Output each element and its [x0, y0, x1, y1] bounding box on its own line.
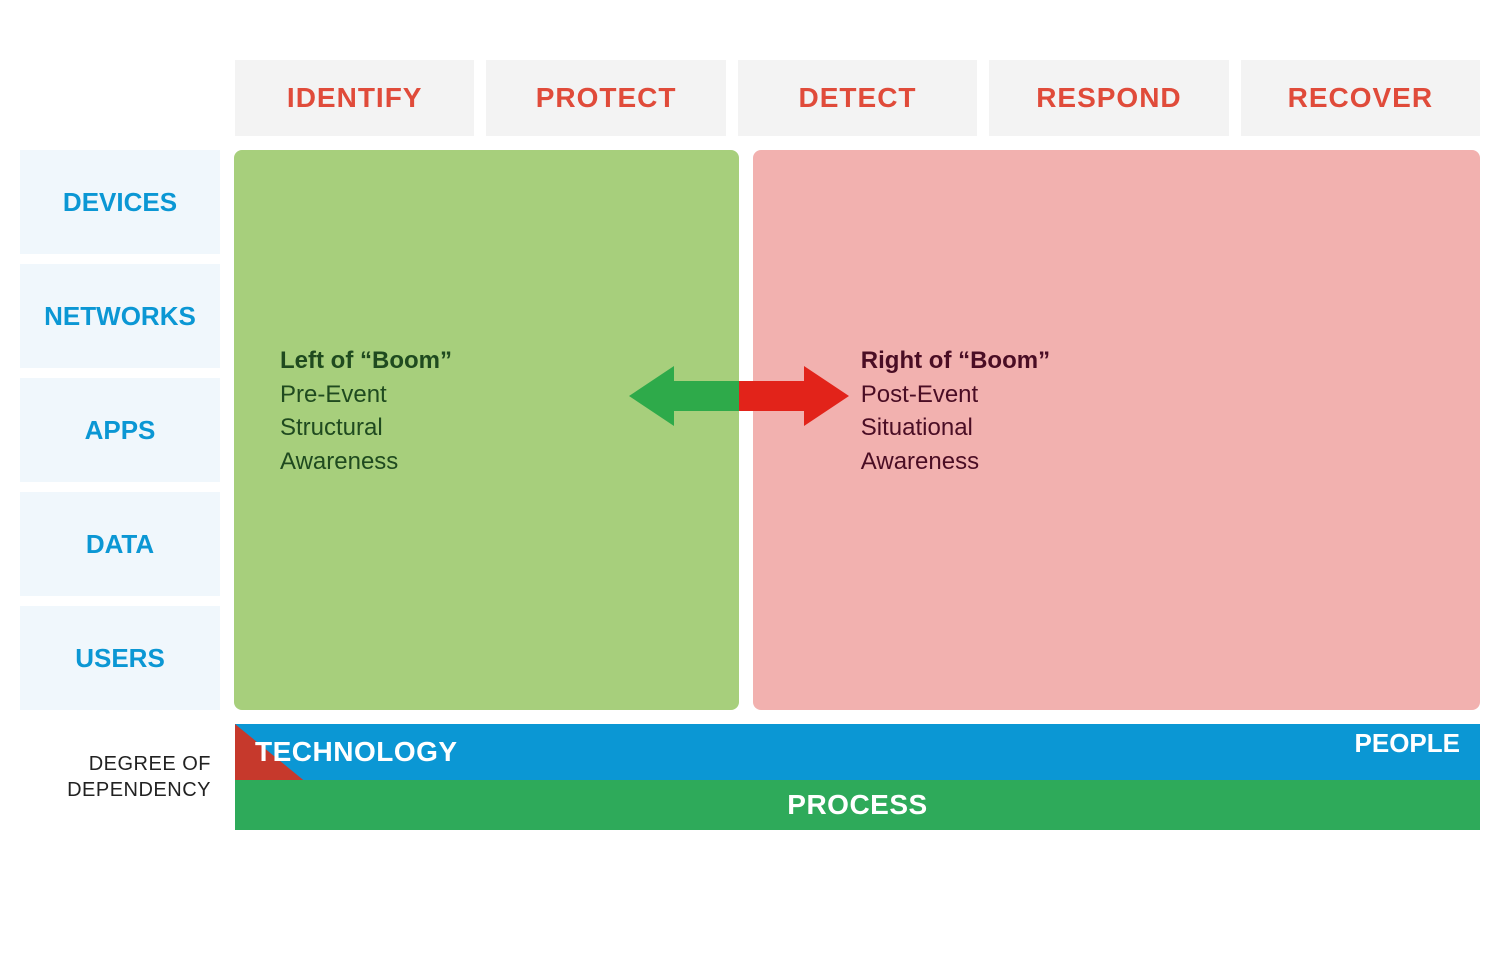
left-of-boom-line3: Structural	[280, 411, 452, 445]
row-apps: APPS	[20, 378, 220, 482]
boom-panels: Left of “Boom” Pre-Event Structural Awar…	[234, 150, 1480, 710]
right-of-boom-text: Right of “Boom” Post-Event Situational A…	[861, 344, 1050, 478]
right-of-boom-line3: Situational	[861, 411, 1050, 445]
left-of-boom-panel: Left of “Boom” Pre-Event Structural Awar…	[234, 150, 739, 710]
technology-label: TECHNOLOGY	[255, 736, 458, 768]
header-identify: IDENTIFY	[235, 60, 474, 136]
process-label: PROCESS	[787, 789, 927, 821]
dependency-section: DEGREE OF DEPENDENCY PEOPLE TECHNOLOGY P…	[20, 724, 1480, 830]
dependency-bars: PEOPLE TECHNOLOGY PROCESS	[235, 724, 1480, 830]
right-of-boom-panel: Right of “Boom” Post-Event Situational A…	[753, 150, 1480, 710]
diagram-container: IDENTIFY PROTECT DETECT RESPOND RECOVER …	[20, 60, 1480, 830]
header-protect: PROTECT	[486, 60, 725, 136]
row-users: USERS	[20, 606, 220, 710]
dependency-label-line2: DEPENDENCY	[20, 777, 211, 803]
right-of-boom-line4: Awareness	[861, 445, 1050, 479]
left-of-boom-line4: Awareness	[280, 445, 452, 479]
process-bar: PROCESS	[235, 780, 1480, 830]
row-headers: DEVICES NETWORKS APPS DATA USERS	[20, 150, 220, 710]
left-of-boom-text: Left of “Boom” Pre-Event Structural Awar…	[280, 344, 452, 478]
row-data: DATA	[20, 492, 220, 596]
header-recover: RECOVER	[1241, 60, 1480, 136]
dependency-label: DEGREE OF DEPENDENCY	[20, 724, 235, 830]
left-of-boom-line2: Pre-Event	[280, 378, 452, 412]
boom-arrows	[629, 366, 849, 426]
header-detect: DETECT	[738, 60, 977, 136]
left-of-boom-title: Left of “Boom”	[280, 344, 452, 378]
column-headers: IDENTIFY PROTECT DETECT RESPOND RECOVER	[235, 60, 1480, 136]
arrow-left-icon	[629, 366, 739, 426]
right-of-boom-line2: Post-Event	[861, 378, 1050, 412]
row-networks: NETWORKS	[20, 264, 220, 368]
dependency-label-line1: DEGREE OF	[20, 751, 211, 777]
header-respond: RESPOND	[989, 60, 1228, 136]
right-of-boom-title: Right of “Boom”	[861, 344, 1050, 378]
row-devices: DEVICES	[20, 150, 220, 254]
arrow-right-icon	[739, 366, 849, 426]
tech-people-bar: PEOPLE TECHNOLOGY	[235, 724, 1480, 780]
main-grid: DEVICES NETWORKS APPS DATA USERS Left of…	[20, 150, 1480, 710]
